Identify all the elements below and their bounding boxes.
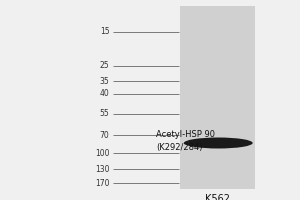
- Text: 15: 15: [100, 27, 110, 36]
- Text: 100: 100: [95, 148, 109, 158]
- Text: 25: 25: [100, 62, 110, 71]
- Text: 130: 130: [95, 164, 109, 173]
- Text: 40: 40: [100, 90, 110, 98]
- Ellipse shape: [184, 138, 253, 148]
- Text: K562: K562: [205, 194, 230, 200]
- Text: 170: 170: [95, 178, 109, 188]
- Text: 70: 70: [100, 130, 110, 140]
- Text: 55: 55: [100, 110, 110, 118]
- Text: 35: 35: [100, 76, 110, 86]
- Text: Acetyl-HSP 90
(K292/284): Acetyl-HSP 90 (K292/284): [156, 130, 215, 152]
- Bar: [180, 6, 255, 189]
